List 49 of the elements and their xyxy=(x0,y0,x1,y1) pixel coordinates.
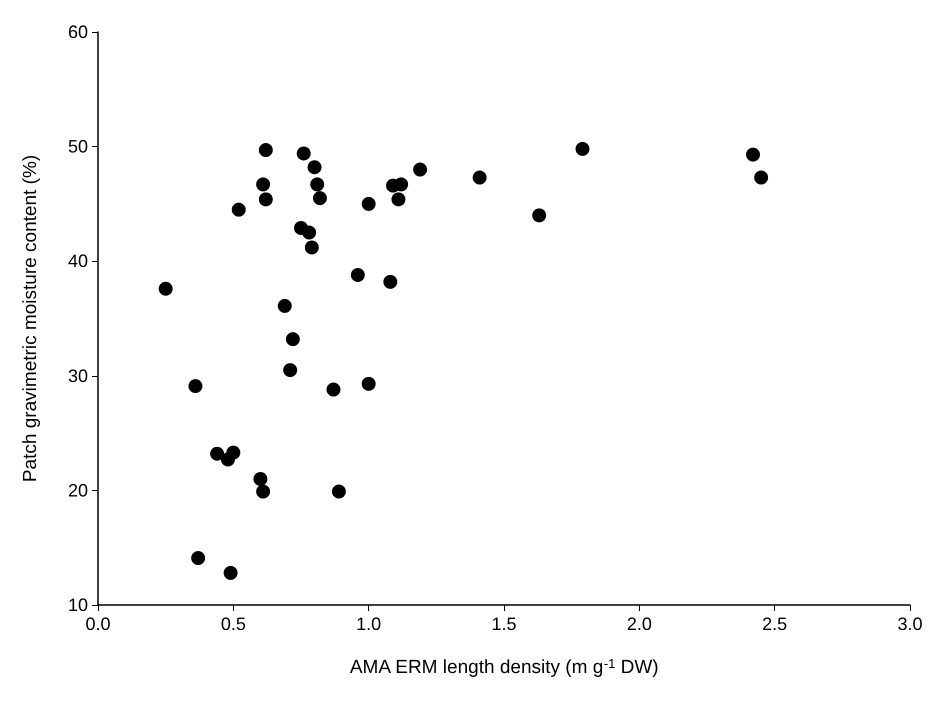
point xyxy=(158,282,173,296)
point xyxy=(296,146,311,160)
x-tick-label: 0.0 xyxy=(85,614,111,634)
x-tick-label: 3.0 xyxy=(897,614,923,634)
x-tick-label: 1.0 xyxy=(356,614,382,634)
point xyxy=(332,484,346,499)
y-tick-label: 40 xyxy=(68,251,88,272)
x-tick-label: 2.5 xyxy=(762,614,788,634)
point xyxy=(394,177,408,192)
point xyxy=(188,379,202,394)
point xyxy=(312,191,327,206)
point xyxy=(310,177,324,192)
point xyxy=(224,566,238,580)
point xyxy=(472,170,487,185)
point xyxy=(326,382,340,397)
y-tick-label: 20 xyxy=(68,480,88,500)
point xyxy=(383,274,398,289)
point xyxy=(286,332,300,346)
y-tick-label: 10 xyxy=(68,595,88,615)
point xyxy=(576,142,590,156)
point xyxy=(191,551,206,566)
point xyxy=(283,363,298,378)
point xyxy=(413,162,428,177)
point xyxy=(258,192,273,206)
point xyxy=(278,298,292,313)
x-tick-label: 2.0 xyxy=(626,614,652,634)
point xyxy=(304,240,319,254)
y-tick-label: 30 xyxy=(68,366,88,386)
point xyxy=(256,177,270,192)
point xyxy=(232,202,246,217)
point xyxy=(362,196,376,211)
point xyxy=(253,472,268,486)
point xyxy=(308,160,322,174)
x-tick-label: 0.5 xyxy=(220,614,246,634)
x-tick-label: 1.5 xyxy=(491,614,517,634)
point xyxy=(350,268,365,282)
point xyxy=(532,208,546,222)
point xyxy=(746,148,760,162)
y-axis-title: Patch gravimetric moisture content (%) xyxy=(20,154,41,482)
y-tick-label: 50 xyxy=(68,136,88,157)
point xyxy=(362,376,376,391)
point xyxy=(256,484,270,499)
point xyxy=(302,226,316,240)
point xyxy=(391,192,406,206)
point xyxy=(258,143,273,158)
y-tick-label: 60 xyxy=(68,22,88,42)
point xyxy=(226,446,240,460)
point xyxy=(210,446,224,461)
point xyxy=(754,170,768,185)
